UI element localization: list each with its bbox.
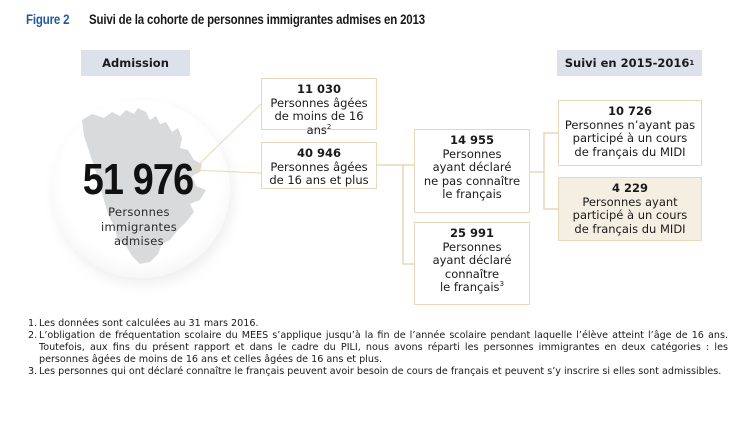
- node-value: 4 229: [611, 181, 648, 195]
- node-course: 4 229 Personnes ayant participé à un cou…: [558, 177, 702, 241]
- node-text: Personnes âgées: [270, 95, 368, 110]
- node-text: Personnes ayant: [582, 194, 678, 209]
- node-text: de 16 ans et plus: [269, 173, 369, 187]
- node-text: le français: [442, 187, 502, 201]
- footnote-text: Les personnes qui ont déclaré connaître …: [39, 366, 722, 377]
- footnote-number: 3.: [28, 366, 38, 377]
- node-text: Personnes: [442, 239, 502, 254]
- footnote-ref: 2: [326, 122, 332, 131]
- figure-label: Figure 2: [26, 11, 70, 27]
- caption-line: immigrantes: [100, 219, 178, 234]
- node-16-and-over: 40 946 Personnes âgées de 16 ans et plus: [261, 142, 377, 189]
- footnote-number: 2.: [28, 330, 38, 341]
- footnote-number: 1.: [28, 318, 38, 329]
- node-text: participé à un cours: [572, 131, 688, 145]
- node-no-course: 10 726 Personnes n’ayant pas participé à…: [558, 100, 702, 166]
- total-admitted-caption: Personnes immigrantes admises: [76, 205, 202, 249]
- node-text: ne pas connaître: [423, 173, 521, 188]
- node-french: 25 991 Personnes ayant déclaré connaître…: [414, 222, 530, 305]
- node-value: 14 955: [449, 133, 494, 147]
- node-text: ayant déclaré: [432, 253, 512, 267]
- node-text: le français3: [439, 280, 505, 294]
- suivi-header: Suivi en 2015-2016 1: [557, 50, 702, 76]
- node-value: 40 946: [296, 146, 341, 160]
- suivi-header-label: Suivi en 2015-2016: [564, 56, 690, 70]
- caption-line: Personnes: [108, 205, 170, 219]
- node-text: ayant déclaré: [432, 160, 512, 174]
- node-under-16: 11 030 Personnes âgées de moins de 16 an…: [261, 78, 377, 136]
- admission-header: Admission: [81, 50, 190, 76]
- footnote-text: L’obligation de fréquentation scolaire d…: [39, 330, 728, 365]
- node-no-french: 14 955 Personnes ayant déclaré ne pas co…: [414, 129, 530, 213]
- caption-line: admises: [114, 234, 164, 248]
- figure-title: Suivi de la cohorte de personnes immigra…: [89, 11, 425, 27]
- node-text: participé à un cours: [572, 208, 688, 222]
- node-text: de français du MIDI: [574, 221, 686, 236]
- footnotes: 1. Les données sont calculées au 31 mars…: [28, 318, 728, 378]
- footnote-3: 3. Les personnes qui ont déclaré connaît…: [28, 366, 728, 378]
- node-text: Personnes âgées: [270, 159, 368, 174]
- node-value: 10 726: [607, 104, 652, 118]
- node-text: connaître: [444, 266, 500, 281]
- footnote-ref: 3: [499, 280, 505, 289]
- node-text: Personnes n’ayant pas: [564, 117, 696, 132]
- footnote-text: Les données sont calculées au 31 mars 20…: [39, 318, 259, 329]
- admission-header-label: Admission: [102, 56, 169, 70]
- total-admitted-value: 51 976: [82, 155, 194, 204]
- node-value: 11 030: [296, 82, 341, 96]
- node-text: de français du MIDI: [574, 144, 686, 159]
- footnote-2: 2. L’obligation de fréquentation scolair…: [28, 330, 728, 366]
- node-value: 25 991: [449, 226, 494, 240]
- footnote-1: 1. Les données sont calculées au 31 mars…: [28, 318, 728, 330]
- node-text: Personnes: [442, 146, 502, 161]
- node-text: de moins de 16 ans2: [274, 109, 364, 137]
